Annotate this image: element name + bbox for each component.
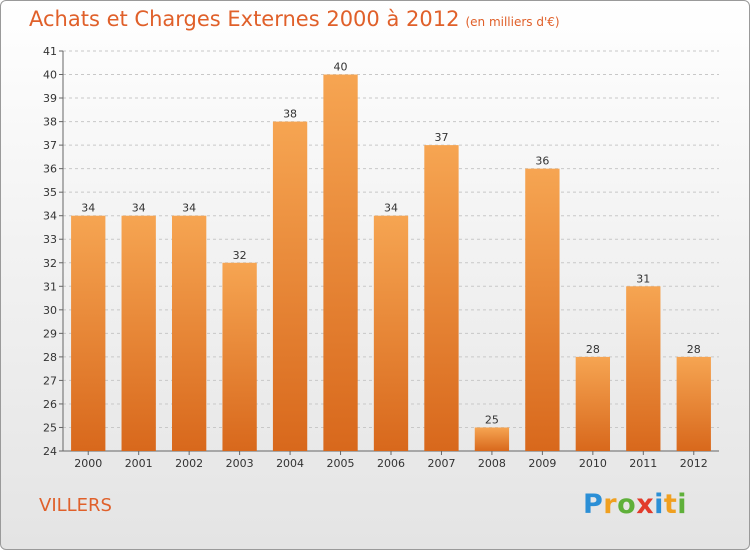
x-tick-label: 2001 — [125, 457, 153, 470]
y-tick-label: 33 — [43, 233, 57, 246]
x-tick-label: 2010 — [579, 457, 607, 470]
data-label: 36 — [535, 155, 549, 168]
y-tick-label: 31 — [43, 280, 57, 293]
x-tick-label: 2003 — [226, 457, 254, 470]
y-tick-label: 36 — [43, 163, 57, 176]
bars — [71, 74, 711, 452]
chart-title-text: Achats et Charges Externes 2000 à 2012 — [29, 7, 460, 31]
chart-title: Achats et Charges Externes 2000 à 2012 (e… — [29, 7, 560, 31]
x-tick-label: 2002 — [175, 457, 203, 470]
bar-2002 — [171, 215, 207, 451]
y-tick-label: 26 — [43, 398, 57, 411]
y-tick-label: 32 — [43, 257, 57, 270]
data-label: 34 — [132, 202, 146, 215]
data-label: 38 — [283, 108, 297, 121]
x-tick-label: 2000 — [74, 457, 102, 470]
data-label: 34 — [81, 202, 95, 215]
data-label: 28 — [586, 343, 600, 356]
y-tick-label: 24 — [43, 445, 57, 458]
bar-2001 — [121, 215, 156, 451]
y-tick-label: 35 — [43, 186, 57, 199]
data-label: 28 — [687, 343, 701, 356]
data-labels: 34 34 34 32 38 40 34 37 25 36 28 31 28 — [81, 61, 701, 427]
x-tick-label: 2011 — [629, 457, 657, 470]
y-tick-label: 29 — [43, 327, 57, 340]
bar-2005 — [323, 74, 358, 451]
y-tick-label: 25 — [43, 421, 57, 434]
bar-2008 — [474, 427, 510, 451]
bar-2007 — [424, 145, 459, 451]
axes: 24 25 26 27 28 29 30 31 32 33 34 35 36 37 38 39 40 41 2000… — [43, 45, 719, 470]
chart-subtitle: (en milliers d'€) — [465, 15, 560, 29]
data-label: 32 — [233, 249, 247, 262]
x-tick-label: 2004 — [276, 457, 304, 470]
bar-2010 — [575, 356, 611, 451]
bar-2004 — [272, 121, 308, 452]
data-label: 34 — [384, 202, 398, 215]
bar-2011 — [626, 286, 661, 451]
y-tick-label: 30 — [43, 304, 57, 317]
y-tick-label: 39 — [43, 92, 57, 105]
bar-2000 — [71, 215, 106, 451]
data-label: 37 — [434, 131, 448, 144]
y-tick-label: 40 — [43, 69, 57, 82]
data-label: 40 — [334, 61, 348, 74]
y-tick-label: 41 — [43, 45, 57, 58]
proxiti-logo: Proxiti — [583, 489, 688, 520]
data-label: 25 — [485, 413, 499, 426]
x-tick-label: 2012 — [680, 457, 708, 470]
data-label: 34 — [182, 202, 196, 215]
bar-2003 — [222, 262, 257, 451]
bar-2009 — [525, 168, 560, 451]
x-tick-label: 2008 — [478, 457, 506, 470]
x-tick-label: 2007 — [427, 457, 455, 470]
y-tick-label: 34 — [43, 210, 57, 223]
data-label: 31 — [636, 272, 650, 285]
y-tick-label: 28 — [43, 351, 57, 364]
x-tick-label: 2006 — [377, 457, 405, 470]
y-tick-label: 37 — [43, 139, 57, 152]
x-tick-label: 2009 — [528, 457, 556, 470]
y-tick-label: 27 — [43, 374, 57, 387]
bar-2012 — [676, 356, 711, 451]
y-tick-label: 38 — [43, 116, 57, 129]
commune-name: VILLERS — [39, 495, 112, 516]
x-tick-label: 2005 — [327, 457, 355, 470]
bar-2006 — [373, 215, 409, 451]
